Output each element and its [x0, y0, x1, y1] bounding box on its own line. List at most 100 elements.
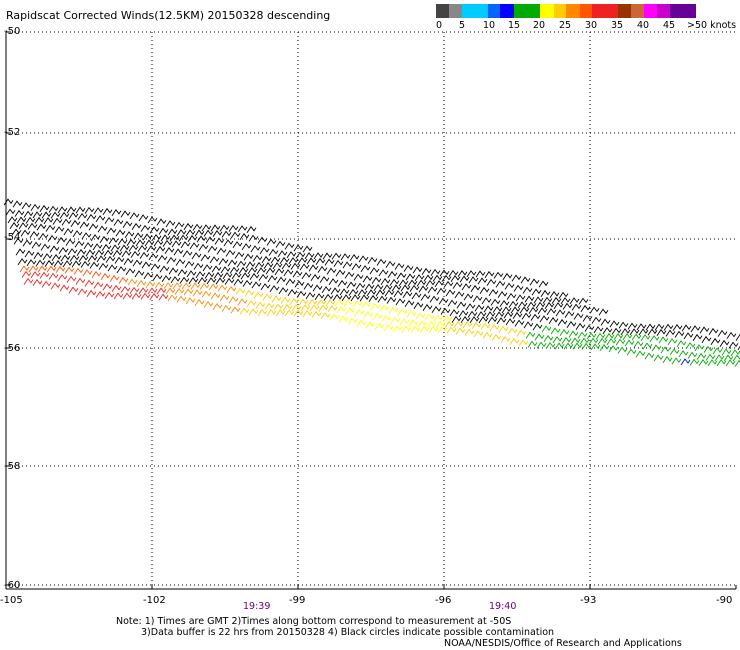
note-line-1: Note: 1) Times are GMT 2)Times along bot…: [116, 616, 512, 627]
wind-barb: [392, 325, 403, 333]
wind-barb-stroke: [386, 296, 397, 304]
wind-barb-stroke: [122, 292, 133, 300]
wind-barb-stroke: [474, 304, 485, 312]
wind-barb: [487, 316, 498, 324]
wind-barb: [732, 354, 740, 362]
wind-barb-stroke: [563, 342, 574, 350]
wind-barb-stroke: [125, 268, 136, 276]
wind-barb: [394, 262, 405, 270]
wind-barb-stroke: [476, 311, 487, 319]
wind-barb-stroke: [55, 265, 66, 273]
wind-barb-stroke: [410, 325, 421, 333]
wind-barb-stroke: [90, 234, 101, 242]
wind-barb: [12, 200, 23, 208]
wind-barb-stroke: [110, 244, 121, 252]
wind-barb: [334, 299, 345, 307]
wind-barb-stroke: [339, 288, 350, 296]
wind-barb-stroke: [204, 271, 215, 279]
wind-barb-stroke: [499, 300, 510, 308]
wind-barb-stroke: [484, 270, 495, 278]
wind-barb: [376, 258, 387, 266]
wind-barb-stroke: [671, 357, 682, 365]
wind-barb: [152, 273, 163, 281]
wind-barb-stroke: [364, 283, 375, 291]
wind-barb-stroke: [502, 272, 513, 280]
wind-barb: [477, 277, 488, 285]
wind-barb-stroke: [461, 283, 472, 291]
wind-barb-stroke: [84, 206, 95, 214]
wind-barb: [581, 342, 592, 350]
wind-barb-stroke: [285, 278, 296, 286]
wind-barb: [111, 284, 122, 292]
wind-barb: [257, 236, 268, 244]
wind-barb: [308, 264, 319, 272]
wind-barb-stroke: [26, 259, 37, 267]
wind-barb-stroke: [291, 304, 302, 312]
wind-barb: [454, 291, 465, 299]
wind-barb: [141, 261, 152, 269]
wind-barb: [50, 211, 61, 219]
wind-barb-stroke: [268, 248, 279, 256]
wind-barb-stroke: [266, 238, 277, 246]
wind-barb: [169, 234, 180, 242]
wind-barb-stroke: [441, 274, 452, 282]
wind-barb-stroke: [328, 278, 339, 286]
wind-barb: [304, 252, 315, 260]
wind-barb: [361, 301, 372, 309]
wind-barb-stroke: [404, 300, 415, 308]
wind-barb-stroke: [723, 354, 734, 362]
wind-barb: [451, 315, 462, 323]
wind-barb: [239, 233, 250, 241]
wind-barb: [444, 320, 455, 328]
wind-barb: [146, 245, 157, 253]
wind-barb: [589, 306, 600, 314]
colorbar-swatch-15: [670, 4, 696, 18]
wind-barb-stroke: [170, 276, 181, 284]
wind-barb: [249, 272, 260, 280]
colorbar-label: 10: [483, 20, 496, 31]
wind-barb: [215, 277, 226, 285]
wind-barb: [434, 280, 445, 288]
wind-barb-stroke: [44, 259, 55, 267]
wind-barb: [14, 209, 25, 217]
wind-barb: [265, 267, 276, 275]
wind-barb: [525, 331, 536, 339]
wind-barb: [390, 316, 401, 324]
wind-barb-stroke: [23, 277, 34, 285]
wind-barb: [211, 265, 222, 273]
wind-barb: [140, 224, 151, 232]
wind-barb: [456, 301, 467, 309]
lat-tick-label: -50: [4, 26, 21, 37]
wind-barb: [275, 240, 286, 248]
wind-barb-stroke: [482, 332, 493, 340]
wind-barb: [340, 253, 351, 261]
wind-barb: [368, 294, 379, 302]
wind-barb: [384, 289, 395, 297]
wind-barb: [350, 294, 361, 302]
wind-barb-stroke: [158, 227, 169, 235]
wind-barb: [701, 335, 712, 343]
wind-barb: [255, 301, 266, 309]
wind-barb: [445, 289, 456, 297]
wind-barb: [539, 315, 550, 323]
wind-barb-stroke: [31, 241, 42, 249]
wind-barb: [409, 284, 420, 292]
wind-barb: [33, 251, 44, 259]
wind-barb-stroke: [12, 200, 23, 208]
wind-barb-stroke: [391, 284, 402, 292]
wind-barb: [57, 206, 68, 214]
wind-barb: [128, 244, 139, 252]
wind-barb: [228, 224, 239, 232]
wind-barb: [65, 238, 76, 246]
wind-barb-stroke: [690, 325, 701, 333]
wind-barb: [162, 239, 173, 247]
wind-barb-stroke: [327, 305, 338, 313]
wind-barb: [18, 222, 29, 230]
wind-barb-stroke: [157, 254, 168, 262]
wind-barb-stroke: [98, 262, 109, 270]
wind-barb-stroke: [393, 290, 404, 298]
wind-barb: [193, 262, 204, 270]
wind-barb-stroke: [132, 259, 143, 267]
wind-barb: [31, 241, 42, 249]
wind-barb-stroke: [467, 310, 478, 318]
